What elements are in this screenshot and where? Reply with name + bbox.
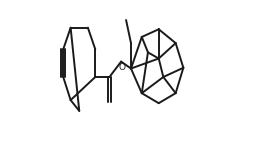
Text: O: O <box>119 63 126 72</box>
